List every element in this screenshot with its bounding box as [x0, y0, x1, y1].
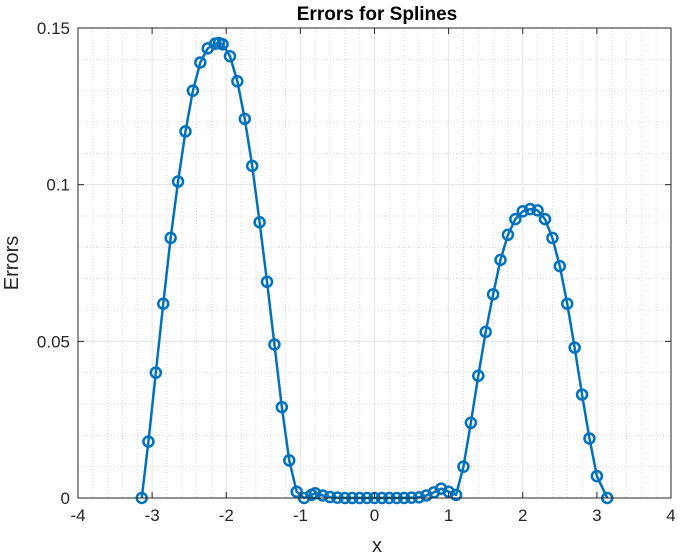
data-point-marker — [575, 388, 589, 401]
x-tick-label: -1 — [293, 506, 308, 525]
data-point-marker — [538, 212, 552, 226]
data-point-marker — [568, 341, 581, 354]
data-point-marker — [449, 488, 463, 502]
data-point-marker — [523, 202, 537, 216]
data-point-marker — [457, 460, 470, 473]
y-tick-label: 0.1 — [46, 176, 70, 195]
data-point-marker — [546, 231, 559, 245]
data-point-marker — [323, 490, 337, 504]
data-point-marker — [231, 75, 244, 88]
data-point-marker — [553, 259, 567, 273]
data-point-marker — [316, 489, 329, 502]
data-point-marker — [142, 435, 155, 448]
data-point-marker — [260, 275, 274, 289]
data-point-marker — [283, 454, 296, 467]
data-point-marker — [194, 56, 207, 69]
data-point-marker — [560, 297, 574, 310]
data-point-marker — [290, 485, 303, 498]
data-point-marker — [434, 482, 448, 495]
data-point-marker — [464, 416, 478, 430]
data-point-marker — [583, 432, 596, 445]
data-point-marker — [156, 297, 170, 310]
data-point-marker — [479, 325, 492, 339]
data-point-marker — [171, 175, 185, 188]
data-point-marker — [531, 204, 544, 217]
data-point-marker — [420, 489, 433, 502]
data-point-marker — [590, 469, 604, 483]
data-point-marker — [164, 231, 177, 245]
x-tick-label: 2 — [518, 506, 527, 525]
data-point-marker — [223, 49, 237, 63]
data-point-marker — [509, 212, 522, 226]
data-point-marker — [179, 125, 192, 138]
y-axis-label: Errors — [1, 236, 23, 290]
tick-marks — [77, 27, 672, 499]
data-point-marker — [486, 288, 500, 301]
x-tick-label: -3 — [145, 506, 160, 525]
x-axis-label: x — [372, 535, 382, 556]
data-point-marker — [268, 338, 281, 351]
x-tick-label: -2 — [219, 506, 234, 525]
data-point-marker — [494, 253, 507, 267]
data-point-marker — [516, 205, 529, 218]
data-point-marker — [186, 84, 200, 97]
data-point-marker — [245, 159, 259, 173]
x-tick-label: 4 — [666, 506, 675, 525]
tick-labels: -4 -3 -2 -1 0 1 2 3 4 0 0.05 0.1 0.15 — [37, 19, 676, 525]
data-point-marker — [501, 228, 515, 242]
chart-title: Errors for Splines — [297, 4, 458, 25]
data-point-marker — [149, 366, 163, 379]
y-tick-label: 0.15 — [37, 19, 70, 38]
x-tick-label: 0 — [370, 506, 379, 525]
y-tick-label: 0.05 — [37, 332, 70, 351]
x-tick-label: 1 — [444, 506, 453, 525]
data-point-marker — [216, 38, 229, 51]
data-point-marker — [472, 369, 485, 383]
data-point-marker — [412, 491, 426, 504]
x-tick-label: 3 — [592, 506, 601, 525]
x-tick-label: -4 — [70, 506, 85, 525]
data-point-marker — [275, 400, 289, 414]
data-point-marker — [253, 216, 266, 229]
y-tick-label: 0 — [61, 489, 70, 508]
data-point-marker — [238, 112, 252, 126]
